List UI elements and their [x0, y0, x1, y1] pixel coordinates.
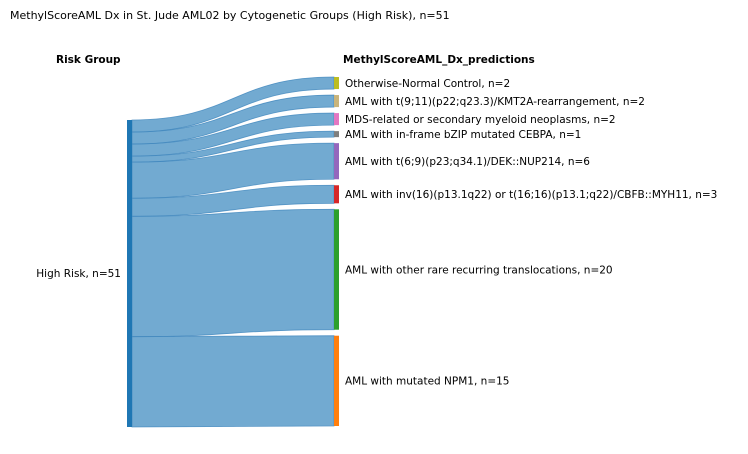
source-node-label: High Risk, n=51	[36, 268, 121, 280]
target-node-5	[334, 185, 339, 204]
target-node-6	[334, 209, 339, 330]
flow-link-4	[131, 142, 335, 199]
flow-link-6	[131, 208, 335, 338]
flow-link-7	[131, 335, 335, 428]
target-node-label-7: AML with mutated NPM1, n=15	[345, 376, 509, 388]
sankey-nodes	[127, 77, 339, 427]
target-node-7	[334, 335, 339, 426]
target-node-label-6: AML with other rare recurring translocat…	[345, 264, 613, 276]
target-node-label-0: Otherwise-Normal Control, n=2	[345, 78, 510, 90]
target-node-label-2: MDS-related or secondary myeloid neoplas…	[345, 114, 616, 126]
flow-link-2	[131, 112, 335, 157]
flow-link-5	[131, 184, 335, 217]
target-node-label-1: AML with t(9;11)(p22;q23.3)/KMT2A-rearra…	[345, 96, 645, 108]
target-node-label-3: AML with in-frame bZIP mutated CEBPA, n=…	[345, 129, 581, 141]
source-node-high-risk	[127, 120, 132, 427]
target-node-4	[334, 143, 339, 180]
left-column-header: Risk Group	[56, 54, 121, 66]
target-node-2	[334, 113, 339, 126]
chart-title: MethylScoreAML Dx in St. Jude AML02 by C…	[10, 9, 450, 22]
target-node-1	[334, 95, 339, 108]
right-column-header: MethylScoreAML_Dx_predictions	[343, 54, 535, 66]
sankey-links	[131, 76, 335, 428]
target-node-3	[334, 131, 339, 138]
sankey-labels: High Risk, n=51 Otherwise-Normal Control,…	[36, 78, 717, 388]
target-node-0	[334, 77, 339, 90]
target-node-label-5: AML with inv(16)(p13.1q22) or t(16;16)(p…	[345, 189, 717, 201]
target-node-label-4: AML with t(6;9)(p23;q34.1)/DEK::NUP214, …	[345, 156, 590, 168]
